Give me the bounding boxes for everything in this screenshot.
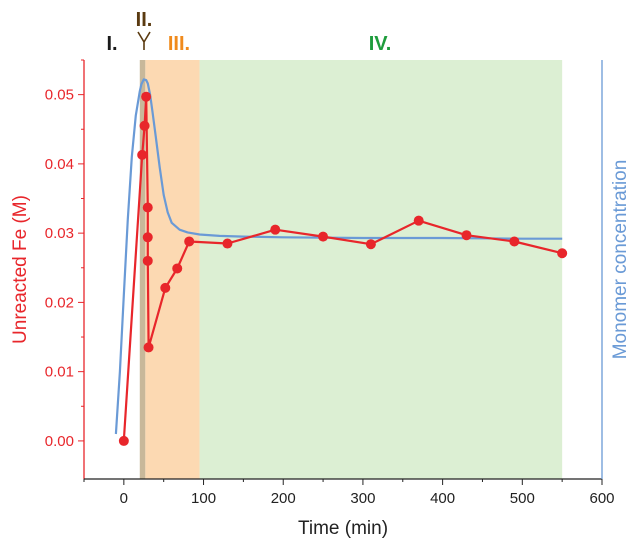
data-point-unreacted-fe (461, 230, 472, 241)
data-point-unreacted-fe (557, 248, 568, 259)
phase-label-2: II. (136, 9, 153, 31)
data-point-unreacted-fe (143, 342, 154, 353)
y-tick-label: 0.02 (45, 294, 74, 311)
data-point-unreacted-fe (142, 232, 153, 243)
data-point-unreacted-fe (413, 215, 424, 226)
data-point-unreacted-fe (160, 282, 171, 293)
data-point-unreacted-fe (222, 238, 233, 249)
phase-labels: I. II. III. IV. (106, 9, 391, 55)
data-point-unreacted-fe (172, 263, 183, 274)
series-group (114, 78, 568, 446)
y-tick-label: 0.04 (45, 156, 74, 173)
x-axis-title: Time (min) (298, 518, 388, 539)
x-tick-label: 0 (120, 490, 128, 507)
data-point-unreacted-fe (137, 149, 148, 160)
y-axis-title: Unreacted Fe (M) (10, 195, 31, 344)
data-point-unreacted-fe (509, 236, 520, 247)
series-line-monomer (114, 78, 563, 435)
data-point-unreacted-fe (142, 255, 153, 266)
x-tick-label: 400 (430, 490, 455, 507)
phase-two-funnel-icon (137, 31, 151, 50)
data-point-unreacted-fe (270, 224, 281, 235)
y-tick-label: 0.00 (45, 433, 74, 450)
data-point-unreacted-fe (318, 231, 329, 242)
y-tick-label: 0.01 (45, 364, 74, 381)
phase-label-3: III. (168, 33, 190, 55)
y-tick-label: 0.03 (45, 225, 74, 242)
phase-region-2 (139, 60, 146, 479)
x-tick-label: 500 (510, 490, 535, 507)
phase-label-4: IV. (369, 33, 392, 55)
phase-region-4 (199, 60, 563, 479)
x-tick-label: 300 (350, 490, 375, 507)
data-point-unreacted-fe (184, 236, 195, 247)
x-tick-label: 200 (271, 490, 296, 507)
data-point-unreacted-fe (139, 120, 150, 131)
axes: 0 100 200 300 400 500 600 0.00 0.01 0.02 0.03 0.04 0… (45, 59, 615, 507)
data-point-unreacted-fe (118, 435, 129, 446)
data-point-unreacted-fe (141, 91, 152, 102)
y-tick-label: 0.05 (45, 87, 74, 104)
phase-shades (139, 60, 563, 479)
data-point-unreacted-fe (142, 202, 153, 213)
x-tick-label: 600 (589, 490, 614, 507)
x-tick-label: 100 (191, 490, 216, 507)
data-point-unreacted-fe (365, 239, 376, 250)
y2-axis-title: Monomer concentration (610, 160, 631, 360)
phase-label-1: I. (106, 33, 117, 55)
